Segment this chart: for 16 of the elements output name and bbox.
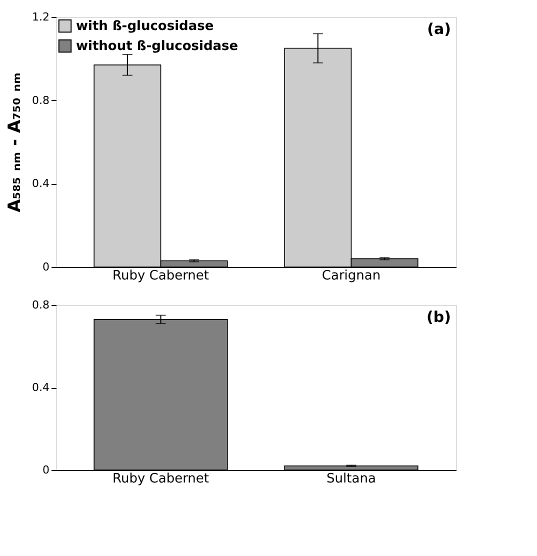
annotation: (b) — [426, 308, 451, 326]
y-tick-label: 0.4 — [32, 177, 50, 190]
legend-label: with ß-glucosidase — [76, 19, 214, 34]
y-tick-label: 1.2 — [32, 10, 50, 24]
x-tick-label: Ruby Cabernet — [112, 472, 210, 486]
x-tick-label: Ruby Cabernet — [112, 268, 210, 284]
y-tick-label: 0 — [42, 464, 50, 476]
legend-label: without ß-glucosidase — [76, 39, 238, 54]
y-tick-label: 0.8 — [32, 94, 50, 107]
y-tick-label: 0.4 — [32, 381, 50, 394]
y-tick-label: 0.8 — [32, 298, 50, 312]
x-tick-label: Carignan — [322, 268, 381, 284]
x-tick-label: Sultana — [326, 472, 376, 486]
y-tick-label: 0 — [42, 260, 50, 274]
y-axis-title: A₅₈₅ ₙₘ - A₇₅₀ ₙₘ — [5, 72, 26, 212]
annotation: (a) — [427, 20, 451, 38]
